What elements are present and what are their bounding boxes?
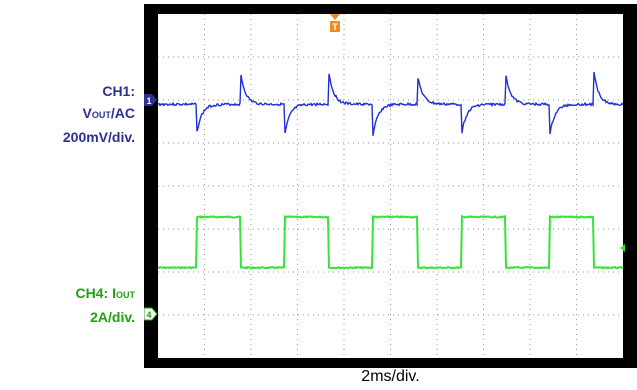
ch4-label-sub: OUT [116, 290, 135, 300]
ch1-label-suffix: /AC [110, 105, 135, 121]
trigger-level-arrow [620, 244, 625, 252]
trigger-marker-box [330, 21, 340, 32]
ch4-label-prefix: CH4: I [75, 285, 116, 301]
trigger-marker: T [330, 14, 340, 32]
ch4-marker-shape [144, 307, 158, 321]
ch1-marker: 1 [144, 94, 157, 106]
ch4-marker: 4 [144, 307, 158, 321]
ch4-trace [157, 214, 624, 270]
ch1-marker-shape [144, 94, 157, 106]
scope-screen: 1 4 T [144, 4, 637, 368]
ch1-marker-label: 1 [146, 96, 151, 106]
ch1-label-v: V [82, 105, 92, 121]
trigger-marker-arrow [330, 14, 340, 20]
ch1-label: CH1: VOUT/AC 200mV/div. [63, 80, 135, 148]
ch4-marker-label: 4 [146, 310, 151, 320]
ch4-label: CH4: IOUT 2A/div. [76, 282, 135, 328]
ch1-label-scale: 200mV/div. [62, 129, 135, 145]
ch4-label-line1: CH4: IOUT [76, 282, 135, 306]
trigger-level-marker [620, 244, 625, 252]
scope-plot-area [158, 14, 623, 358]
x-axis-scale-label: 2ms/div. [361, 368, 420, 385]
ch1-label-line2: VOUT/AC [63, 102, 135, 126]
ch1-trace [157, 71, 624, 136]
trigger-marker-label: T [332, 22, 338, 32]
ch1-label-line1: CH1: [102, 83, 135, 99]
ch4-label-scale: 2A/div. [90, 309, 135, 325]
ch1-label-sub: OUT [91, 110, 111, 120]
